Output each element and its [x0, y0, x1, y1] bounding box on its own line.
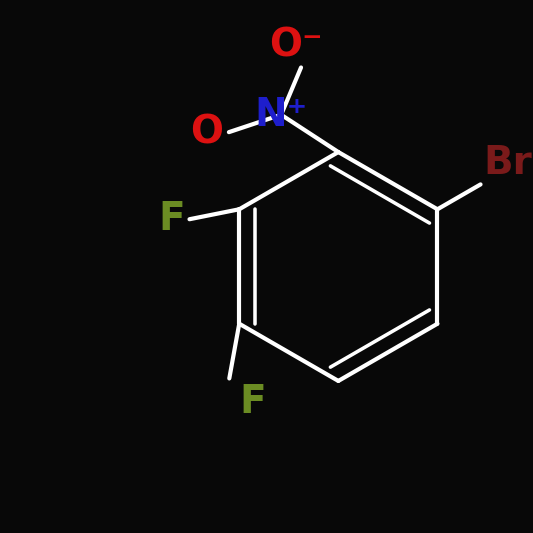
Text: F: F	[158, 200, 184, 238]
Text: O⁻: O⁻	[269, 27, 323, 65]
Text: O: O	[190, 113, 223, 151]
Text: F: F	[239, 383, 266, 422]
Text: N⁺: N⁺	[254, 96, 308, 134]
Text: Br: Br	[483, 144, 532, 182]
